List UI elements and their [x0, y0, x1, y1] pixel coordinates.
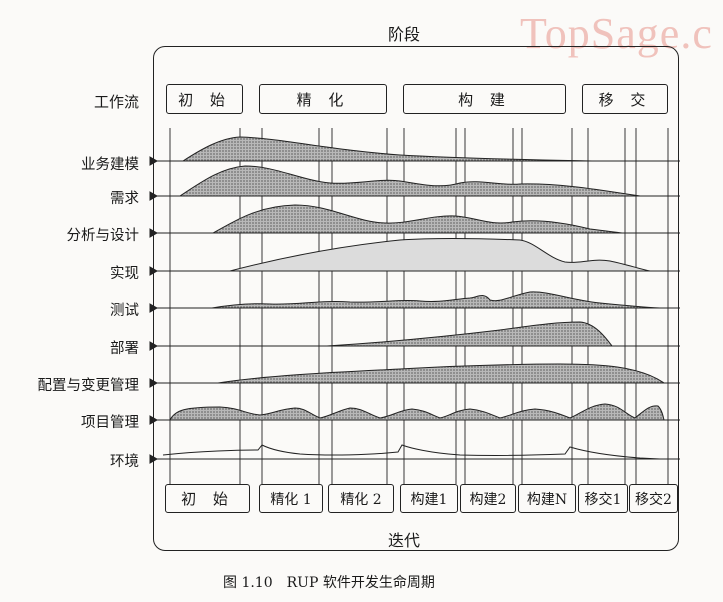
figure-caption: 图 1.10 RUP 软件开发生命周期 — [223, 575, 435, 591]
diagram-frame — [153, 46, 679, 551]
iteration-title: 迭代 — [388, 531, 421, 550]
curve-analysis-design — [211, 204, 623, 234]
workflow-label-config-change-mgmt: 配置与变更管理 — [37, 378, 140, 394]
iteration-box-inception: 初 始 — [165, 484, 250, 513]
curve-config-change — [217, 363, 666, 384]
iteration-box-construction-1: 构建1 — [400, 484, 458, 513]
workflow-label-analysis-design: 分析与设计 — [66, 228, 140, 244]
workflow-label-deployment: 部署 — [110, 341, 139, 357]
workflow-label-test: 测试 — [110, 303, 139, 319]
iteration-box-transition-1: 移交1 — [578, 484, 628, 513]
curve-implementation — [229, 238, 651, 272]
curve-project-mgmt — [169, 403, 665, 421]
workflow-label-environment: 环境 — [110, 454, 139, 470]
curve-test — [211, 291, 661, 309]
phase-box-transition: 移 交 — [582, 84, 668, 114]
iteration-box-elaboration-2: 精化 2 — [328, 484, 394, 513]
workflow-label-project-mgmt: 项目管理 — [81, 415, 139, 431]
iteration-box-construction-n: 构建N — [518, 484, 576, 513]
phase-title: 阶段 — [388, 25, 421, 44]
phase-box-construction: 构 建 — [403, 84, 566, 114]
phase-box-elaboration: 精 化 — [259, 84, 387, 114]
iteration-box-construction-2: 构建2 — [460, 484, 516, 513]
iteration-box-elaboration-1: 精化 1 — [259, 484, 323, 513]
curve-deployment — [326, 321, 613, 347]
workflow-label-requirements: 需求 — [110, 191, 139, 207]
watermark: TopSage.c — [520, 9, 713, 58]
curve-environment — [162, 444, 661, 460]
iteration-box-transition-2: 移交2 — [629, 484, 678, 513]
workflow-label-business-modeling: 业务建模 — [81, 157, 139, 173]
curve-requirements — [178, 165, 641, 197]
workflow-label-implementation: 实现 — [110, 266, 139, 282]
workflow-title: 工作流 — [93, 93, 139, 111]
curve-business-modeling — [181, 136, 596, 162]
phase-box-inception: 初 始 — [166, 84, 243, 114]
